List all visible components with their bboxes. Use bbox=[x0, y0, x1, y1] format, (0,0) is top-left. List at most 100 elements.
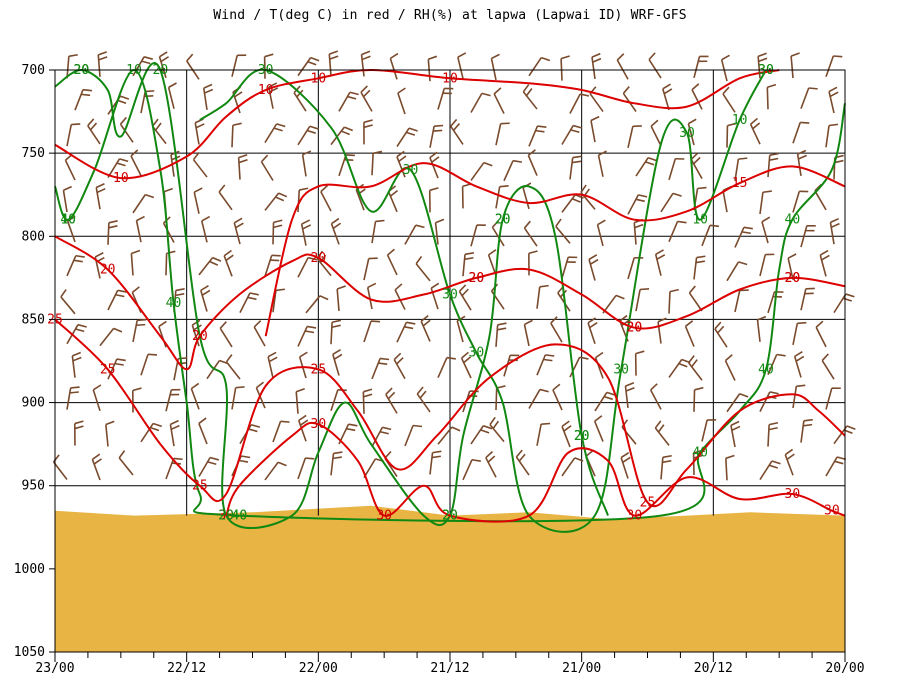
wind-barb-staff bbox=[756, 319, 761, 342]
wind-barb-flag bbox=[752, 122, 761, 130]
wind-barb-flag bbox=[147, 353, 158, 356]
wind-barb-flag bbox=[223, 249, 232, 257]
wind-barb bbox=[722, 86, 736, 113]
wind-barb bbox=[714, 321, 728, 348]
wind-barb-flag bbox=[721, 54, 730, 61]
wind-barb-staff bbox=[833, 293, 847, 314]
wind-barb-flag bbox=[91, 453, 101, 461]
wind-barb-staff bbox=[627, 257, 635, 280]
wind-barb-flag bbox=[346, 427, 356, 432]
wind-barb-staff bbox=[734, 226, 745, 248]
wind-barb-flag bbox=[186, 53, 194, 62]
wind-barb-staff bbox=[404, 425, 414, 447]
wind-barb-flag bbox=[306, 129, 316, 134]
wind-barb-flag bbox=[685, 320, 694, 327]
wind-barb-flag bbox=[487, 455, 496, 463]
wind-barb bbox=[495, 185, 509, 209]
wind-barb bbox=[60, 289, 76, 315]
wind-barb-flag bbox=[336, 285, 346, 290]
wind-barb-flag bbox=[541, 422, 551, 425]
wind-barb-flag bbox=[332, 348, 341, 356]
wind-barb-staff bbox=[701, 225, 711, 247]
wind-barb-staff bbox=[300, 223, 307, 246]
wind-barb bbox=[726, 261, 748, 282]
wind-barb-staff bbox=[264, 123, 278, 143]
wind-barb-flag bbox=[344, 126, 353, 132]
rh-label: 20 bbox=[495, 213, 511, 228]
wind-barb bbox=[107, 220, 118, 245]
wind-barb-staff bbox=[815, 326, 827, 348]
wind-barb bbox=[489, 416, 505, 443]
wind-barb-flag bbox=[731, 425, 741, 432]
wind-barb bbox=[225, 354, 241, 380]
wind-barb-staff bbox=[693, 257, 698, 280]
wind-barb bbox=[588, 254, 599, 281]
wind-barb bbox=[396, 321, 416, 343]
wind-barb-staff bbox=[550, 322, 563, 343]
wind-barb-flag bbox=[136, 215, 145, 222]
wind-barb-staff bbox=[393, 359, 406, 380]
wind-barb-staff bbox=[363, 320, 372, 343]
wind-barb bbox=[784, 448, 795, 476]
wind-barb-flag bbox=[572, 124, 583, 129]
wind-barb-flag bbox=[767, 83, 777, 89]
wind-barb-staff bbox=[767, 354, 778, 376]
temp-label: 20 bbox=[469, 271, 485, 286]
wind-barb-flag bbox=[77, 323, 87, 328]
wind-barb-staff bbox=[192, 159, 208, 178]
wind-barb-flag bbox=[771, 460, 781, 465]
wind-barb bbox=[99, 327, 123, 347]
wind-barb-staff bbox=[297, 257, 309, 278]
wind-barb-staff bbox=[293, 92, 307, 112]
rh-label: 30 bbox=[469, 346, 485, 361]
wind-barb bbox=[668, 288, 679, 314]
rh-contour-6 bbox=[199, 68, 767, 533]
wind-barb bbox=[66, 123, 81, 147]
wind-barb-flag bbox=[456, 315, 466, 322]
wind-barb bbox=[635, 156, 657, 177]
wind-barb bbox=[107, 289, 127, 311]
wind-barb-flag bbox=[768, 421, 779, 426]
wind-barb-staff bbox=[759, 192, 764, 215]
temp-label: 25 bbox=[192, 479, 208, 494]
wind-barb-staff bbox=[66, 255, 77, 277]
wind-barb-flag bbox=[803, 423, 813, 427]
wind-barb bbox=[766, 83, 777, 110]
wind-barb-staff bbox=[693, 56, 701, 78]
wind-barb-flag bbox=[787, 253, 797, 259]
temp-label: 10 bbox=[113, 171, 129, 186]
wind-barb bbox=[829, 217, 840, 245]
wind-barb-flag bbox=[137, 318, 147, 322]
wind-barb-flag bbox=[412, 424, 423, 428]
wind-barb-flag bbox=[634, 223, 644, 229]
wind-barb-flag bbox=[464, 256, 474, 261]
wind-barb-staff bbox=[528, 125, 539, 147]
wind-barb-staff bbox=[260, 161, 274, 181]
wind-barb-flag bbox=[797, 321, 807, 325]
wind-barb bbox=[668, 358, 691, 378]
y-tick-label: 1050 bbox=[14, 645, 45, 660]
wind-barb-staff bbox=[722, 190, 728, 213]
wind-barb bbox=[523, 220, 538, 247]
wind-barb-staff bbox=[690, 159, 703, 179]
wind-barb-flag bbox=[836, 456, 847, 461]
wind-barb bbox=[297, 125, 319, 146]
wind-barb-staff bbox=[662, 88, 670, 111]
wind-barb-flag bbox=[620, 451, 630, 459]
wind-barb-flag bbox=[525, 88, 533, 97]
wind-barb-staff bbox=[363, 458, 377, 479]
temp-label: 20 bbox=[469, 271, 485, 286]
wind-barb-flag bbox=[488, 249, 497, 256]
wind-barb bbox=[264, 123, 286, 143]
wind-barb bbox=[561, 124, 583, 145]
wind-barb-flag bbox=[803, 418, 813, 422]
wind-barb bbox=[493, 87, 505, 114]
wind-barb-flag bbox=[379, 430, 389, 435]
wind-barb-staff bbox=[272, 421, 282, 443]
wind-barb bbox=[437, 87, 454, 110]
wind-barb bbox=[648, 52, 662, 79]
wind-barb bbox=[561, 256, 578, 279]
wind-barb-flag bbox=[175, 292, 185, 297]
wind-barb bbox=[66, 386, 80, 410]
wind-barb-flag bbox=[808, 87, 818, 90]
